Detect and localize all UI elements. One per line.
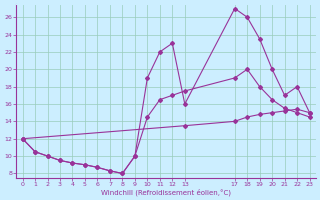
X-axis label: Windchill (Refroidissement éolien,°C): Windchill (Refroidissement éolien,°C) xyxy=(101,188,231,196)
